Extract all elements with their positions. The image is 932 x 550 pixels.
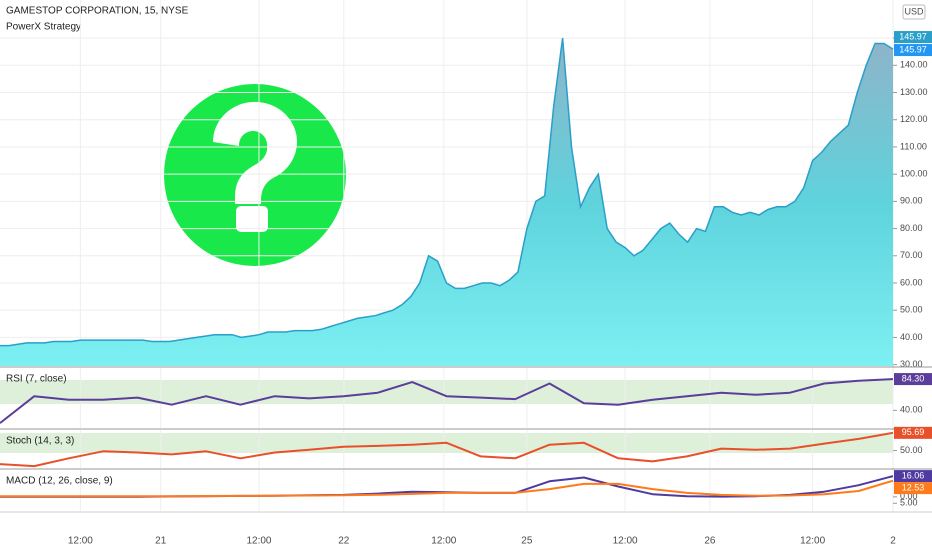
- x-tick-label: 21: [155, 536, 167, 547]
- last-value-box: [894, 31, 932, 44]
- pane-title: Stoch (14, 3, 3): [6, 436, 74, 447]
- last-value-label: 84.30: [902, 373, 925, 383]
- y-tick-label: 100.00: [900, 169, 928, 179]
- pane-title: RSI (7, close): [6, 374, 67, 385]
- x-tick-label: 22: [338, 536, 350, 547]
- y-tick-label: 140.00: [900, 60, 928, 70]
- x-tick-label: 12:00: [246, 536, 271, 547]
- x-tick-label: 2: [890, 536, 896, 547]
- price-line: [0, 38, 894, 347]
- currency-box: [902, 4, 926, 20]
- y-tick-label: 50.00: [900, 305, 923, 315]
- price-area: [0, 38, 893, 366]
- y-tick-label: 40.00: [900, 332, 923, 342]
- indicator-line: [0, 378, 894, 424]
- last-value-label: 145.97: [899, 31, 927, 41]
- pane-title: MACD (12, 26, close, 9): [6, 476, 113, 487]
- last-value-box: [894, 373, 932, 386]
- rsi-band: [0, 380, 893, 404]
- question-icon: [164, 84, 346, 266]
- indicator-line: [0, 431, 894, 468]
- y-tick-label: 50.00: [900, 445, 923, 455]
- y-tick-label: 120.00: [900, 114, 928, 124]
- last-value-label: 145.97: [899, 44, 927, 54]
- y-tick-label: 30.00: [900, 359, 923, 369]
- x-tick-label: 25: [521, 536, 533, 547]
- last-value-box: [894, 44, 932, 57]
- last-value-label: 16.06: [902, 470, 925, 480]
- x-tick-label: 12:00: [800, 536, 825, 547]
- last-value-label: 95.69: [902, 427, 925, 437]
- last-value-box: [894, 470, 932, 483]
- y-tick-label: 90.00: [900, 196, 923, 206]
- last-value-box: [894, 426, 932, 439]
- y-tick-label: 70.00: [900, 250, 923, 260]
- strategy-label: PowerX Strategy: [6, 22, 81, 33]
- y-tick-label: 40.00: [900, 405, 923, 415]
- y-tick-label: 60.00: [900, 277, 923, 287]
- indicator-line: [0, 479, 894, 498]
- x-tick-label: 12:00: [68, 536, 93, 547]
- x-tick-label: 12:00: [431, 536, 456, 547]
- currency: USD: [904, 6, 924, 16]
- last-value-box: [894, 482, 932, 495]
- last-value-label: 12.53: [902, 482, 925, 492]
- y-tick-label: 5.00: [900, 498, 918, 508]
- x-tick-label: 12:00: [613, 536, 638, 547]
- chart-title: GAMESTOP CORPORATION, 15, NYSE: [6, 6, 189, 17]
- y-tick-label: 0.00: [900, 491, 918, 501]
- y-tick-label: 130.00: [900, 87, 928, 97]
- y-tick-label: 80.00: [900, 223, 923, 233]
- y-tick-label: 110.00: [900, 141, 927, 151]
- x-tick-label: 26: [704, 536, 716, 547]
